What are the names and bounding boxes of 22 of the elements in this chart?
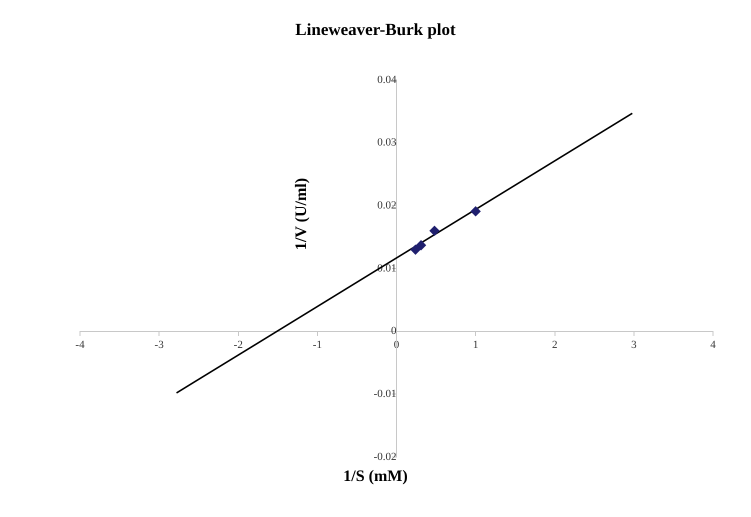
x-tick-label: -3 — [154, 338, 164, 351]
x-tick-label: 2 — [552, 338, 558, 351]
point — [429, 226, 440, 236]
chart-title: Lineweaver-Burk plot — [294, 20, 457, 40]
point — [470, 206, 481, 216]
y-tick-label: -0.01 — [374, 388, 396, 400]
x-tick-label: -1 — [312, 338, 322, 351]
x-tick-label: 4 — [710, 338, 716, 351]
y-tick-label: 0 — [391, 325, 397, 338]
y-tick-label: 0.03 — [377, 136, 397, 149]
y-tick-label: 0.02 — [377, 200, 396, 212]
point — [416, 240, 426, 250]
y-tick-label: 0.01 — [377, 262, 396, 274]
x-tick-label: -2 — [234, 338, 243, 351]
x-tick-label: 1 — [472, 338, 478, 351]
y-tick-label: -0.02 — [374, 450, 396, 463]
x-tick-label: 3 — [631, 338, 638, 351]
x-tick-label: -4 — [75, 338, 86, 351]
y-tick-label: 0.04 — [377, 74, 397, 86]
point — [410, 244, 420, 255]
y-axis-title: 1/V (U/ml) — [292, 177, 311, 250]
x-axis-title: 1/S (mM) — [342, 468, 409, 486]
